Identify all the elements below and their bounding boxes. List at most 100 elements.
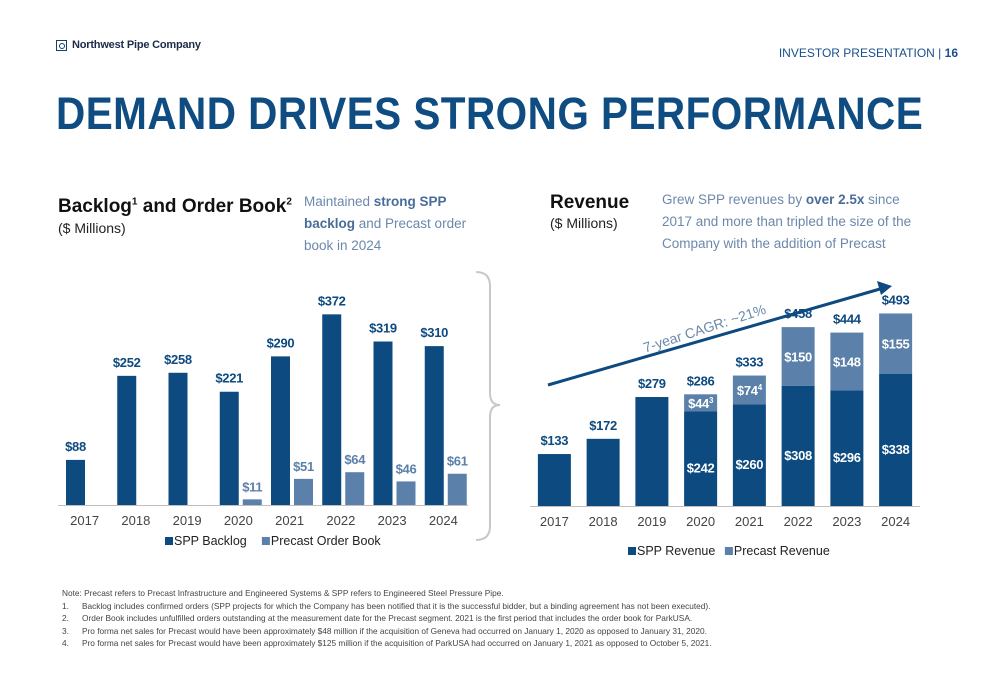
spp-revenue-value-label: $308	[784, 448, 812, 463]
backlog-callout: Maintained strong SPP backlog and Precas…	[304, 194, 467, 253]
revenue-chart-title: Revenue	[550, 192, 630, 213]
footnote-text: Backlog includes confirmed orders (SPP p…	[82, 600, 711, 611]
spp-backlog-bar	[424, 346, 444, 505]
footnote-intro: Note: Precast refers to Precast Infrastr…	[62, 588, 504, 598]
precast-revenue-bar	[879, 313, 913, 374]
revenue-total-label: $172	[589, 418, 617, 433]
spp-revenue-bar	[537, 454, 571, 506]
company-name: Northwest Pipe Company	[72, 39, 201, 51]
revenue-total-label: $444	[833, 312, 862, 327]
precast-order-book-bar	[396, 481, 416, 505]
precast-order-book-value-label: $61	[447, 454, 468, 469]
precast-revenue-bar	[781, 327, 815, 386]
footnote-text: Pro forma net sales for Precast would ha…	[82, 638, 712, 648]
spp-backlog-bar	[271, 356, 290, 505]
revenue-total-label: $286	[687, 373, 715, 388]
legend-swatch	[628, 547, 636, 555]
spp-revenue-bar	[635, 397, 669, 506]
spp-backlog-value-label: $319	[369, 321, 397, 336]
presentation-label: INVESTOR PRESENTATION | 16	[779, 46, 958, 60]
spp-revenue-bar	[781, 385, 815, 506]
revenue-chart-unit: ($ Millions)	[550, 215, 618, 231]
precast-revenue-bar	[684, 394, 718, 412]
spp-revenue-bar	[879, 373, 913, 506]
x-tick-label: 2021	[735, 514, 764, 529]
revenue-total-label: $493	[882, 292, 910, 307]
x-tick-label: 2022	[784, 514, 813, 529]
page-number: 16	[944, 46, 958, 60]
x-tick-label: 2022	[326, 513, 355, 528]
x-tick-label: 2018	[589, 514, 618, 529]
precast-order-book-bar	[242, 499, 262, 505]
section-label: INVESTOR PRESENTATION |	[778, 46, 942, 60]
precast-revenue-bar	[732, 375, 766, 405]
legend-swatch	[261, 537, 270, 545]
x-tick-label: 2017	[540, 514, 569, 529]
legend-label: SPP Revenue	[637, 544, 715, 558]
spp-revenue-bar	[684, 411, 718, 506]
spp-backlog-bar	[168, 372, 188, 505]
spp-backlog-bar	[117, 375, 137, 505]
arrow-head-icon	[877, 281, 892, 295]
precast-order-book-value-label: $64	[344, 452, 366, 467]
precast-order-book-bar	[294, 478, 313, 505]
precast-revenue-value-label: $148	[833, 354, 861, 369]
revenue-total-label: $279	[638, 376, 666, 391]
precast-order-book-value-label: $51	[293, 459, 314, 474]
footnote-number: 4.	[62, 638, 69, 648]
spp-backlog-value-label: $88	[65, 439, 86, 454]
x-tick-label: 2024	[429, 513, 458, 528]
spp-backlog-bar	[66, 459, 85, 505]
precast-order-book-bar	[345, 472, 365, 505]
x-tick-label: 2023	[832, 514, 861, 529]
precast-revenue-value-label: $155	[882, 337, 910, 352]
spp-backlog-bar	[373, 341, 393, 505]
spp-backlog-value-label: $290	[267, 335, 295, 350]
precast-order-book-value-label: $11	[242, 479, 262, 494]
footnote-number: 2.	[62, 613, 69, 623]
spp-revenue-value-label: $242	[687, 461, 715, 476]
legend-swatch	[165, 537, 173, 545]
x-tick-label: 2024	[881, 514, 910, 529]
footnote-item: 2. Order Book includes unfulfilled orders…	[62, 612, 962, 625]
revenue-total-label: $333	[736, 355, 764, 370]
footnotes: Note: Precast refers to Precast Infrastr…	[62, 587, 962, 650]
footnote-number: 3.	[62, 625, 69, 636]
backlog-chart-unit: ($ Millions)	[58, 220, 126, 236]
backlog-chart-title: Backlog1 and Order Book2	[58, 196, 292, 217]
spp-revenue-bar	[830, 390, 864, 506]
revenue-callout: Grew SPP revenues by over 2.5x since 201…	[662, 192, 912, 251]
spp-revenue-value-label: $296	[833, 450, 861, 465]
spp-backlog-value-label: $252	[113, 355, 141, 370]
precast-revenue-value-label: $150	[784, 349, 812, 364]
footnote-item: 3. Pro forma net sales for Precast would …	[62, 625, 962, 638]
page-title: DEMAND DRIVES STRONG PERFORMANCE	[56, 88, 924, 139]
precast-revenue-value-label: $443	[688, 396, 714, 411]
x-tick-label: 2017	[70, 513, 99, 528]
revenue-total-label: $133	[541, 433, 569, 448]
x-tick-label: 2021	[275, 513, 304, 528]
precast-order-book-bar	[447, 473, 467, 505]
footnote-item: 1. Backlog includes confirmed orders (SPP…	[62, 600, 962, 613]
x-tick-label: 2020	[686, 514, 715, 529]
spp-backlog-value-label: $310	[420, 325, 448, 340]
precast-revenue-value-label: $744	[737, 383, 763, 398]
x-tick-label: 2019	[173, 513, 202, 528]
spp-backlog-value-label: $221	[215, 371, 243, 386]
precast-order-book-value-label: $46	[396, 461, 417, 476]
spp-backlog-bar	[219, 391, 239, 505]
footnote-item: 4. Pro forma net sales for Precast would …	[62, 637, 962, 650]
footnote-text: Pro forma net sales for Precast would ha…	[82, 625, 707, 636]
legend-label: Precast Order Book	[271, 534, 382, 548]
company-logo: Northwest Pipe Company	[56, 39, 201, 51]
spp-backlog-bar	[322, 314, 342, 505]
x-tick-label: 2020	[224, 513, 253, 528]
legend-label: Precast Revenue	[734, 544, 830, 558]
spp-revenue-bar	[586, 438, 620, 506]
legend-label: SPP Backlog	[174, 534, 247, 548]
spp-backlog-value-label: $258	[164, 352, 192, 367]
footnote-text: Order Book includes unfulfilled orders o…	[82, 613, 693, 623]
